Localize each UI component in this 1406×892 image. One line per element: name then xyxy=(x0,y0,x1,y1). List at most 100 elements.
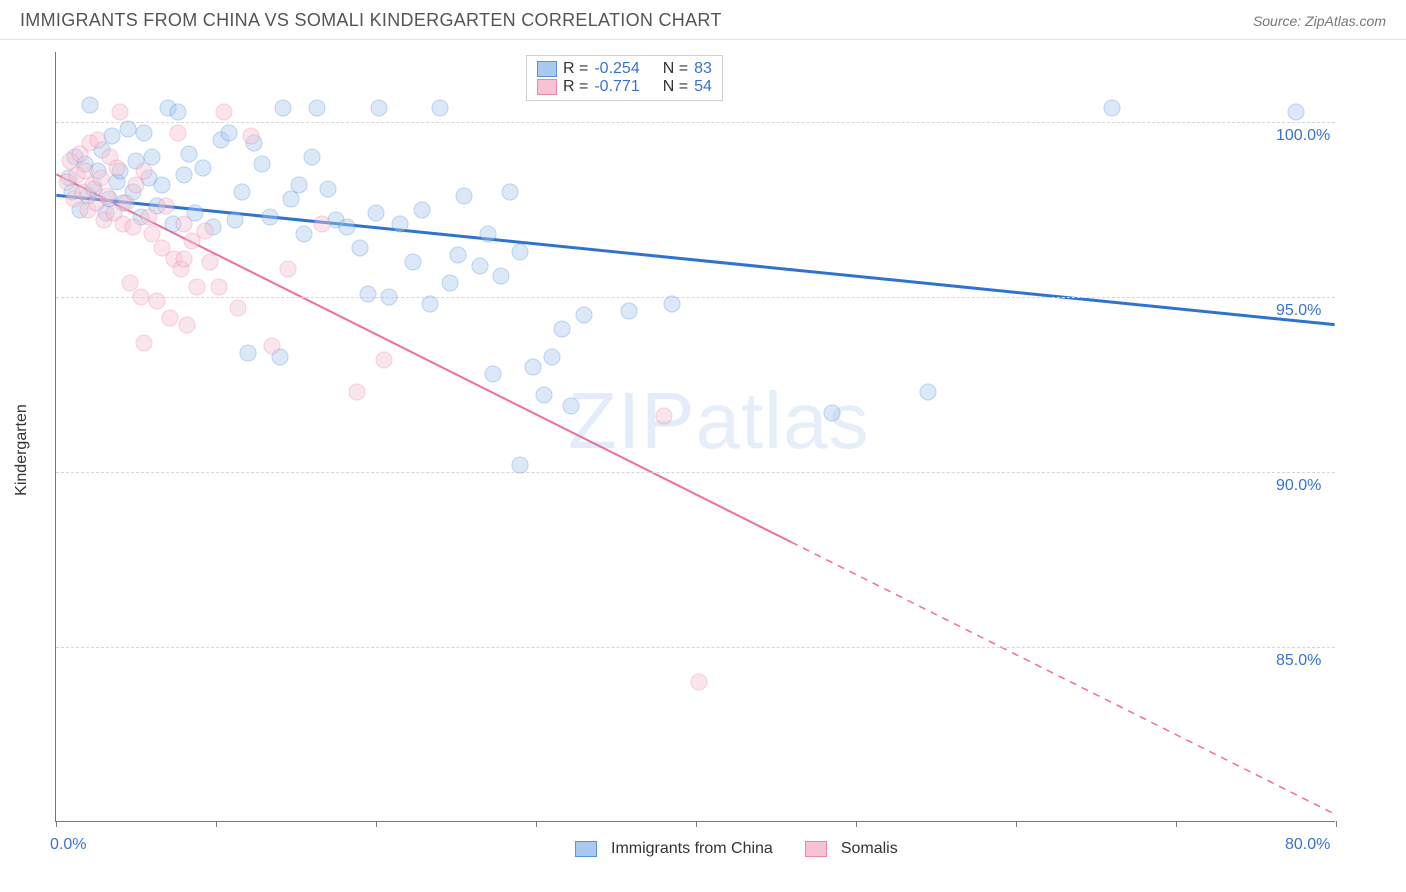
data-point-china xyxy=(392,215,409,232)
data-point-china xyxy=(484,366,501,383)
data-point-china xyxy=(441,275,458,292)
corr-n-value: 83 xyxy=(694,60,712,78)
y-tick-label: 90.0% xyxy=(1276,477,1321,495)
data-point-china xyxy=(339,219,356,236)
data-point-somalis xyxy=(118,194,135,211)
legend-label-somalis: Somalis xyxy=(841,840,898,858)
source-credit: Source: ZipAtlas.com xyxy=(1253,13,1386,29)
data-point-china xyxy=(360,285,377,302)
data-point-somalis xyxy=(148,292,165,309)
data-point-china xyxy=(262,208,279,225)
data-point-china xyxy=(233,184,250,201)
data-point-somalis xyxy=(188,278,205,295)
data-point-china xyxy=(472,257,489,274)
data-point-somalis xyxy=(136,163,153,180)
data-point-somalis xyxy=(161,310,178,327)
data-point-somalis xyxy=(176,250,193,267)
data-point-china xyxy=(220,124,237,141)
data-point-china xyxy=(291,177,308,194)
y-tick-label: 95.0% xyxy=(1276,302,1321,320)
swatch-china-icon xyxy=(537,61,557,77)
corr-r-value: -0.254 xyxy=(594,60,652,78)
data-point-china xyxy=(380,289,397,306)
data-point-china xyxy=(308,100,325,117)
data-point-china xyxy=(502,184,519,201)
corr-n-label: N = xyxy=(658,60,688,78)
chart-header: IMMIGRANTS FROM CHINA VS SOMALI KINDERGA… xyxy=(0,0,1406,40)
data-point-china xyxy=(368,205,385,222)
corr-r-label: R = xyxy=(563,78,588,96)
trendline-china xyxy=(56,195,1334,324)
data-point-china xyxy=(492,268,509,285)
data-point-china xyxy=(920,383,937,400)
data-point-china xyxy=(544,348,561,365)
corr-r-value: -0.771 xyxy=(594,78,652,96)
data-point-somalis xyxy=(376,352,393,369)
corr-n-value: 54 xyxy=(694,78,712,96)
data-point-somalis xyxy=(169,124,186,141)
trend-lines-svg xyxy=(56,52,1335,821)
data-point-china xyxy=(576,306,593,323)
gridline-h xyxy=(56,647,1335,648)
data-point-somalis xyxy=(348,383,365,400)
data-point-somalis xyxy=(264,338,281,355)
x-tick xyxy=(1016,821,1017,827)
x-tick xyxy=(1336,821,1337,827)
data-point-china xyxy=(404,254,421,271)
y-axis-label: Kindergarten xyxy=(13,404,31,496)
legend-label-china: Immigrants from China xyxy=(611,840,773,858)
data-point-somalis xyxy=(89,131,106,148)
data-point-somalis xyxy=(230,299,247,316)
x-tick xyxy=(56,821,57,827)
data-point-china xyxy=(524,359,541,376)
data-point-china xyxy=(620,303,637,320)
data-point-somalis xyxy=(108,159,125,176)
corr-r-label: R = xyxy=(563,60,588,78)
data-point-somalis xyxy=(140,208,157,225)
data-point-somalis xyxy=(656,408,673,425)
data-point-china xyxy=(254,156,271,173)
x-tick xyxy=(856,821,857,827)
data-point-china xyxy=(180,145,197,162)
chart-title: IMMIGRANTS FROM CHINA VS SOMALI KINDERGA… xyxy=(20,10,722,31)
legend-swatch-china-icon xyxy=(575,841,597,857)
gridline-h xyxy=(56,297,1335,298)
legend-swatch-somalis-icon xyxy=(805,841,827,857)
corr-n-label: N = xyxy=(658,78,688,96)
data-point-somalis xyxy=(176,215,193,232)
data-point-china xyxy=(422,296,439,313)
x-tick-label-right: 80.0% xyxy=(1285,836,1330,854)
x-tick xyxy=(696,821,697,827)
data-point-china xyxy=(195,159,212,176)
data-point-china xyxy=(512,457,529,474)
x-tick-label-left: 0.0% xyxy=(50,836,86,854)
data-point-china xyxy=(449,247,466,264)
data-point-china xyxy=(240,345,257,362)
data-point-somalis xyxy=(691,674,708,691)
data-point-china xyxy=(104,128,121,145)
source-prefix: Source: xyxy=(1253,13,1305,29)
data-point-somalis xyxy=(99,187,116,204)
source-name: ZipAtlas.com xyxy=(1305,13,1386,29)
data-point-somalis xyxy=(201,254,218,271)
data-point-china xyxy=(304,149,321,166)
series-legend: Immigrants from China Somalis xyxy=(575,840,916,858)
data-point-china xyxy=(227,212,244,229)
data-point-china xyxy=(176,166,193,183)
data-point-china xyxy=(824,404,841,421)
data-point-china xyxy=(120,121,137,138)
data-point-somalis xyxy=(211,278,228,295)
data-point-somalis xyxy=(124,219,141,236)
y-tick-label: 85.0% xyxy=(1276,652,1321,670)
data-point-somalis xyxy=(179,317,196,334)
data-point-china xyxy=(563,397,580,414)
x-tick xyxy=(376,821,377,827)
data-point-china xyxy=(153,177,170,194)
gridline-h xyxy=(56,472,1335,473)
data-point-china xyxy=(275,100,292,117)
data-point-china xyxy=(1104,100,1121,117)
swatch-somalis-icon xyxy=(537,79,557,95)
x-tick xyxy=(1176,821,1177,827)
data-point-china xyxy=(480,226,497,243)
x-tick xyxy=(216,821,217,827)
